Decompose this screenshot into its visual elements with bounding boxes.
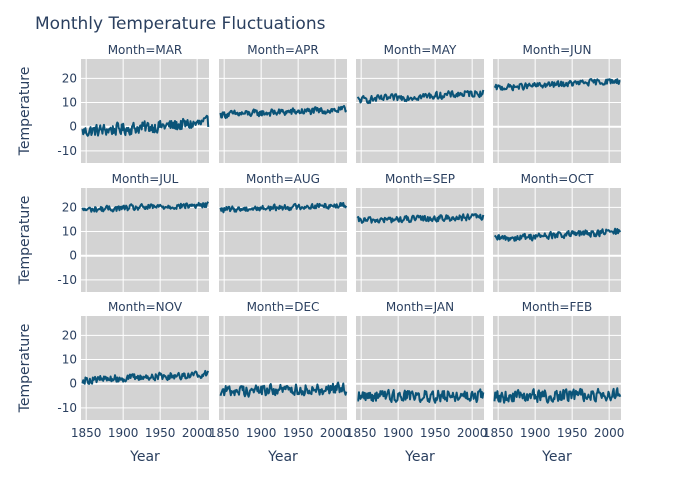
series-line-mar bbox=[81, 114, 210, 137]
y-axis-title: Temperature bbox=[17, 67, 33, 157]
facet-label: Month=SEP bbox=[385, 172, 455, 186]
y-tick-label: -10 bbox=[57, 144, 77, 158]
facet-label: Month=DEC bbox=[247, 300, 320, 314]
x-tick-label: 1850 bbox=[483, 426, 514, 440]
facet-label: Month=MAR bbox=[108, 43, 183, 57]
y-tick-label: 10 bbox=[62, 96, 77, 110]
series-line-sep bbox=[356, 213, 485, 224]
series-line-jan bbox=[357, 388, 485, 404]
y-tick-label: -10 bbox=[57, 401, 77, 415]
chart-title: Monthly Temperature Fluctuations bbox=[35, 14, 326, 34]
x-axis-title: Year bbox=[267, 449, 298, 465]
x-tick-label: 2000 bbox=[594, 426, 625, 440]
x-tick-label: 1900 bbox=[383, 426, 414, 440]
y-tick-label: 0 bbox=[69, 249, 77, 263]
x-tick-label: 1900 bbox=[108, 426, 139, 440]
series-line-dec bbox=[219, 381, 348, 398]
x-tick-label: 2000 bbox=[320, 426, 351, 440]
x-axis-title: Year bbox=[404, 449, 435, 465]
panel-mar: Month=MAR -10 0 10 20 bbox=[57, 43, 210, 163]
panel-jan: Month=JAN 1850 1900 1950 2000 bbox=[346, 300, 488, 440]
series-line-apr bbox=[219, 104, 348, 120]
y-tick-label: 20 bbox=[62, 71, 77, 85]
plot-area bbox=[356, 188, 484, 292]
panel-apr: Month=APR bbox=[219, 43, 348, 163]
x-tick-label: 1850 bbox=[209, 426, 240, 440]
plot-area bbox=[493, 316, 621, 420]
series-line-jun bbox=[493, 78, 621, 92]
panel-jul: Month=JUL -10 0 10 20 bbox=[57, 172, 210, 292]
panel-nov: Month=NOV -10 0 10 20 1850 1900 1950 2000 bbox=[57, 300, 212, 440]
plot-area bbox=[356, 59, 484, 163]
plot-area bbox=[81, 316, 209, 420]
facet-label: Month=AUG bbox=[246, 172, 320, 186]
series-line-aug bbox=[219, 201, 348, 214]
panel-dec: Month=DEC 1850 1900 1950 2000 bbox=[209, 300, 351, 440]
x-axis-title: Year bbox=[129, 449, 160, 465]
facet-label: Month=MAY bbox=[384, 43, 457, 57]
x-tick-label: 1850 bbox=[346, 426, 377, 440]
y-axis-title: Temperature bbox=[17, 196, 33, 286]
y-tick-label: 0 bbox=[69, 120, 77, 134]
plot-area bbox=[219, 316, 347, 420]
plot-area bbox=[81, 188, 209, 292]
facet-label: Month=JUL bbox=[112, 172, 179, 186]
x-tick-label: 2000 bbox=[457, 426, 488, 440]
facet-label: Month=OCT bbox=[521, 172, 594, 186]
panel-sep: Month=SEP bbox=[356, 172, 485, 292]
x-tick-label: 1950 bbox=[420, 426, 451, 440]
axis-titles: Temperature Temperature Temperature Year Yea… bbox=[17, 67, 572, 465]
panel-oct: Month=OCT bbox=[493, 172, 622, 292]
panel-may: Month=MAY bbox=[356, 43, 485, 163]
panel-feb: Month=FEB 1850 1900 1950 2000 bbox=[483, 300, 625, 440]
panel-jun: Month=JUN bbox=[493, 43, 621, 163]
plot-area bbox=[81, 59, 209, 163]
plot-area bbox=[219, 188, 347, 292]
x-tick-label: 1900 bbox=[246, 426, 277, 440]
facet-label: Month=NOV bbox=[108, 300, 183, 314]
x-tick-label: 1950 bbox=[145, 426, 176, 440]
y-axis-title: Temperature bbox=[17, 324, 33, 414]
y-tick-label: 20 bbox=[62, 328, 77, 342]
x-tick-label: 1900 bbox=[520, 426, 551, 440]
y-tick-label: 20 bbox=[62, 200, 77, 214]
x-tick-label: 2000 bbox=[182, 426, 213, 440]
y-tick-label: 10 bbox=[62, 225, 77, 239]
series-line-nov bbox=[81, 369, 210, 385]
series-line-jul bbox=[81, 201, 210, 213]
plot-area bbox=[493, 188, 621, 292]
plot-area bbox=[356, 316, 484, 420]
x-tick-label: 1950 bbox=[283, 426, 314, 440]
series-line-oct bbox=[494, 227, 622, 242]
facet-label: Month=JAN bbox=[386, 300, 454, 314]
y-tick-label: -10 bbox=[57, 273, 77, 287]
series-line-feb bbox=[493, 387, 622, 404]
facet-label: Month=APR bbox=[247, 43, 318, 57]
panel-aug: Month=AUG bbox=[219, 172, 348, 292]
x-tick-label: 1950 bbox=[557, 426, 588, 440]
facet-label: Month=JUN bbox=[523, 43, 592, 57]
x-axis-title: Year bbox=[541, 449, 572, 465]
series-line-may bbox=[356, 89, 485, 105]
x-tick-label: 1850 bbox=[71, 426, 102, 440]
facet-label: Month=FEB bbox=[522, 300, 592, 314]
y-tick-label: 0 bbox=[69, 377, 77, 391]
facet-panels: Month=MAR -10 0 10 20 Month=APR Month=MAY Month… bbox=[57, 43, 624, 440]
y-tick-label: 10 bbox=[62, 353, 77, 367]
plot-area bbox=[493, 59, 621, 163]
